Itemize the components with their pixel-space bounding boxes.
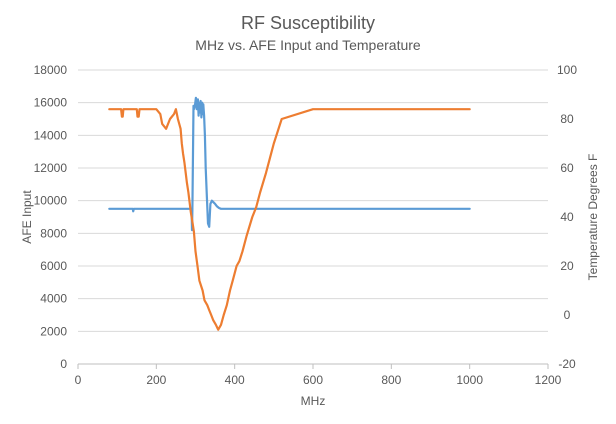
x-tick-label: 1200 (535, 373, 562, 387)
x-tick-label: 200 (146, 373, 166, 387)
y-tick-label: 10000 (34, 194, 68, 208)
y2-axis-label: Temperature Degrees F (586, 154, 600, 281)
y2-tick-label: 20 (560, 259, 574, 273)
y2-tick-label: 40 (560, 210, 574, 224)
y-tick-label: 18000 (34, 63, 68, 77)
afe-input-series-line (108, 96, 471, 232)
series-group (108, 96, 471, 331)
y2-tick-label: 0 (564, 308, 571, 322)
x-tick-label: 1000 (456, 373, 483, 387)
y-tick-label: 12000 (34, 161, 68, 175)
chart-title: RF Susceptibility (241, 13, 375, 33)
y-tick-label: 2000 (40, 324, 67, 338)
x-tick-label: 800 (381, 373, 401, 387)
y-tick-label: 16000 (34, 96, 68, 110)
chart-subtitle: MHz vs. AFE Input and Temperature (195, 37, 421, 53)
y-axis-label: AFE Input (20, 190, 34, 244)
y-tick-label: 8000 (40, 226, 67, 240)
y-axis-left: 0 2000 4000 6000 8000 10000 12000 14000 16000 180… (34, 63, 68, 371)
x-tick-label: 0 (75, 373, 82, 387)
y-tick-label: 14000 (34, 128, 68, 142)
y-tick-label: 6000 (40, 259, 67, 273)
y2-tick-label: -20 (558, 357, 576, 371)
y-tick-label: 4000 (40, 292, 67, 306)
y2-tick-label: 80 (560, 112, 574, 126)
temperature-series-line (108, 108, 471, 331)
x-tick-label: 400 (225, 373, 245, 387)
y-tick-label: 0 (60, 357, 67, 371)
y2-tick-label: 100 (557, 63, 577, 77)
x-axis-label: MHz (301, 394, 326, 408)
y2-tick-label: 60 (560, 161, 574, 175)
y-axis-right: -20 0 20 40 60 80 100 (557, 63, 577, 371)
x-tick-label: 600 (303, 373, 323, 387)
x-axis: 0 200 400 600 800 1000 1200 (75, 363, 562, 387)
gridlines (78, 69, 548, 365)
